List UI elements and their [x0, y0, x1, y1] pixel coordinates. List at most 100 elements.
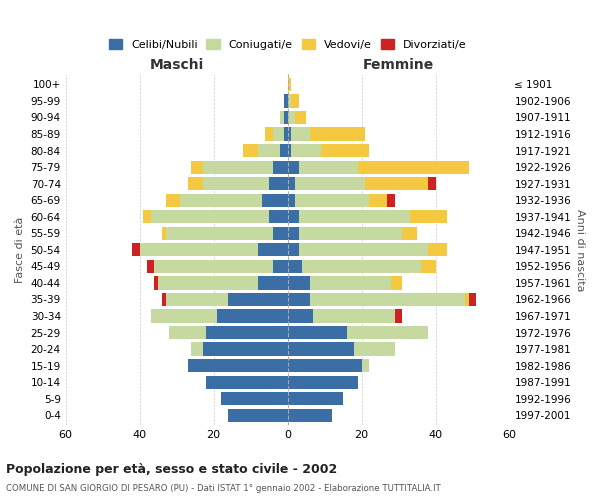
- Bar: [295, 194, 369, 207]
- Bar: [469, 293, 476, 306]
- Bar: [388, 194, 395, 207]
- Bar: [287, 160, 299, 173]
- Bar: [258, 243, 287, 256]
- Y-axis label: Fasce di età: Fasce di età: [15, 216, 25, 283]
- Bar: [132, 243, 140, 256]
- Bar: [284, 128, 287, 140]
- Bar: [299, 243, 428, 256]
- Bar: [162, 226, 166, 240]
- Text: Maschi: Maschi: [149, 58, 204, 72]
- Bar: [273, 160, 287, 173]
- Bar: [287, 293, 310, 306]
- Bar: [302, 260, 421, 273]
- Bar: [151, 310, 217, 322]
- Bar: [280, 111, 284, 124]
- Bar: [188, 177, 203, 190]
- Bar: [206, 326, 287, 339]
- Bar: [362, 359, 369, 372]
- Bar: [347, 326, 428, 339]
- Bar: [291, 128, 310, 140]
- Bar: [287, 78, 291, 91]
- Bar: [262, 194, 287, 207]
- Legend: Celibi/Nubili, Coniugati/e, Vedovi/e, Divorziati/e: Celibi/Nubili, Coniugati/e, Vedovi/e, Di…: [104, 34, 471, 54]
- Bar: [369, 194, 388, 207]
- Bar: [265, 128, 273, 140]
- Bar: [191, 342, 203, 355]
- Bar: [273, 226, 287, 240]
- Bar: [284, 111, 287, 124]
- Bar: [287, 260, 302, 273]
- Bar: [287, 342, 354, 355]
- Bar: [273, 128, 284, 140]
- Bar: [291, 144, 321, 157]
- Bar: [287, 111, 295, 124]
- Bar: [287, 326, 347, 339]
- Bar: [287, 226, 299, 240]
- Bar: [203, 160, 273, 173]
- Bar: [143, 210, 151, 224]
- Bar: [287, 128, 291, 140]
- Bar: [151, 210, 269, 224]
- Y-axis label: Anni di nascita: Anni di nascita: [575, 208, 585, 291]
- Bar: [310, 276, 391, 289]
- Bar: [354, 342, 395, 355]
- Bar: [287, 310, 313, 322]
- Text: Popolazione per età, sesso e stato civile - 2002: Popolazione per età, sesso e stato civil…: [6, 462, 337, 475]
- Bar: [221, 392, 287, 406]
- Bar: [273, 260, 287, 273]
- Bar: [287, 177, 295, 190]
- Bar: [287, 194, 295, 207]
- Bar: [287, 376, 358, 389]
- Bar: [287, 94, 291, 108]
- Text: Femmine: Femmine: [363, 58, 434, 72]
- Bar: [217, 310, 287, 322]
- Bar: [203, 342, 287, 355]
- Bar: [295, 177, 365, 190]
- Bar: [269, 177, 287, 190]
- Bar: [391, 276, 402, 289]
- Bar: [229, 408, 287, 422]
- Bar: [310, 128, 365, 140]
- Bar: [258, 276, 287, 289]
- Bar: [402, 226, 417, 240]
- Bar: [287, 359, 362, 372]
- Bar: [299, 210, 410, 224]
- Bar: [310, 293, 465, 306]
- Bar: [295, 111, 306, 124]
- Bar: [287, 144, 291, 157]
- Bar: [299, 226, 402, 240]
- Bar: [395, 310, 402, 322]
- Bar: [287, 392, 343, 406]
- Bar: [140, 243, 258, 256]
- Bar: [158, 276, 258, 289]
- Bar: [321, 144, 369, 157]
- Bar: [203, 177, 269, 190]
- Bar: [229, 293, 287, 306]
- Bar: [147, 260, 154, 273]
- Bar: [365, 177, 428, 190]
- Bar: [291, 94, 299, 108]
- Bar: [428, 177, 436, 190]
- Bar: [258, 144, 280, 157]
- Bar: [269, 210, 287, 224]
- Bar: [166, 194, 181, 207]
- Bar: [410, 210, 446, 224]
- Bar: [287, 210, 299, 224]
- Bar: [299, 160, 358, 173]
- Bar: [169, 326, 206, 339]
- Bar: [284, 94, 287, 108]
- Bar: [162, 293, 166, 306]
- Bar: [166, 293, 229, 306]
- Bar: [287, 276, 310, 289]
- Bar: [287, 243, 299, 256]
- Bar: [465, 293, 469, 306]
- Bar: [243, 144, 258, 157]
- Bar: [154, 260, 273, 273]
- Bar: [287, 408, 332, 422]
- Bar: [166, 226, 273, 240]
- Bar: [191, 160, 203, 173]
- Bar: [313, 310, 395, 322]
- Bar: [206, 376, 287, 389]
- Bar: [280, 144, 287, 157]
- Bar: [421, 260, 436, 273]
